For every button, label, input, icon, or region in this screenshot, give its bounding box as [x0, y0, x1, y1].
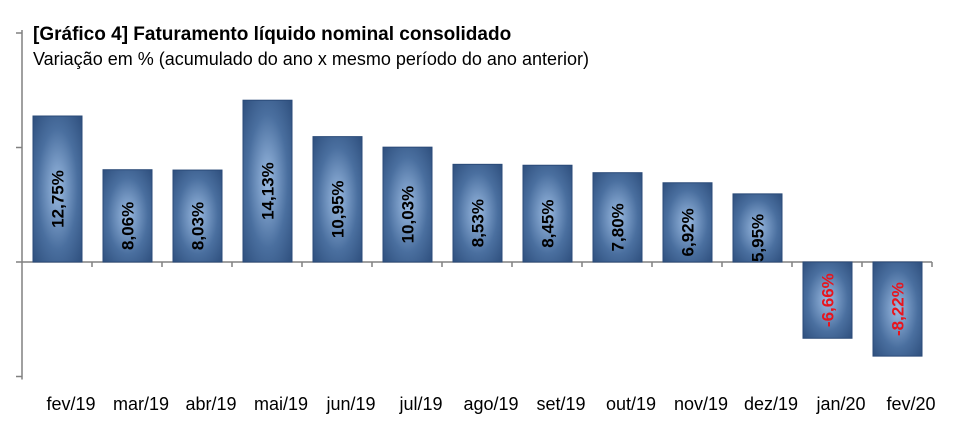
bar — [452, 163, 503, 263]
x-tick-label: set/19 — [536, 394, 585, 414]
data-label: -6,66% — [819, 273, 838, 327]
bar — [522, 164, 573, 263]
bar — [662, 182, 713, 263]
data-label: 8,53% — [469, 199, 488, 247]
bar — [312, 136, 363, 263]
data-label: -8,22% — [889, 282, 908, 336]
data-label: 12,75% — [49, 170, 68, 228]
x-tick-label: dez/19 — [744, 394, 798, 414]
chart-subtitle: Variação em % (acumulado do ano x mesmo … — [33, 49, 589, 69]
data-label: 8,03% — [189, 202, 208, 250]
bar — [732, 193, 783, 263]
x-tick-label: mai/19 — [254, 394, 308, 414]
x-tick-label: jul/19 — [398, 394, 442, 414]
bar — [32, 115, 83, 263]
data-label: 8,45% — [539, 200, 558, 248]
x-tick-label: nov/19 — [674, 394, 728, 414]
x-tick-label: jun/19 — [325, 394, 375, 414]
bar — [802, 261, 853, 339]
data-label: 14,13% — [259, 162, 278, 220]
bar — [242, 99, 293, 263]
x-tick-label: ago/19 — [463, 394, 518, 414]
bar — [382, 146, 433, 263]
data-label: 7,80% — [609, 203, 628, 251]
bar — [102, 169, 153, 263]
x-tick-label: abr/19 — [185, 394, 236, 414]
data-label: 8,06% — [119, 202, 138, 250]
x-tick-label: fev/19 — [46, 394, 95, 414]
data-label: 10,03% — [399, 186, 418, 244]
bar — [172, 169, 223, 263]
x-tick-label: mar/19 — [113, 394, 169, 414]
x-tick-label: jan/20 — [815, 394, 865, 414]
bar — [592, 172, 643, 263]
data-label: 10,95% — [329, 180, 348, 238]
bar — [872, 261, 923, 357]
x-tick-label: fev/20 — [886, 394, 935, 414]
data-label: 6,92% — [679, 208, 698, 256]
chart-title: [Gráfico 4] Faturamento líquido nominal … — [33, 24, 512, 45]
data-label: 5,95% — [749, 214, 768, 262]
x-tick-label: out/19 — [606, 394, 656, 414]
